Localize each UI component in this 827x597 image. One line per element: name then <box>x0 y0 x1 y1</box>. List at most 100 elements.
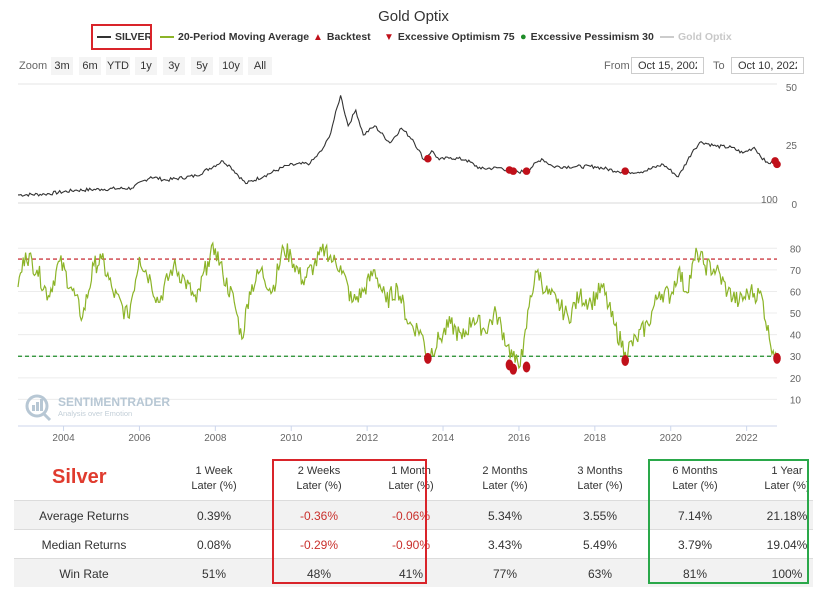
lower-y-tick-label: 10 <box>790 395 802 406</box>
header-1-year: 1 Year Later (%) <box>737 464 827 494</box>
header-6-months-line2: Later (%) <box>672 480 718 492</box>
watermark-name: SENTIMENTRADER <box>58 395 170 409</box>
header-2-months-line1: 2 Months <box>482 465 528 477</box>
legend-gold-optix[interactable]: Gold Optix <box>660 31 732 43</box>
dot-icon: ● <box>520 31 527 43</box>
header-6-months-line1: 6 Months <box>672 465 718 477</box>
table-cell: -0.90% <box>391 538 431 552</box>
watermark-tagline: Analysis over Emotion <box>58 409 132 418</box>
table-cell: 3.43% <box>487 538 523 552</box>
from-label: From <box>604 60 630 72</box>
silver-price-line <box>18 95 778 198</box>
table-row-average-returns: Average Returns 0.39% -0.36% -0.06% 5.34… <box>14 500 813 529</box>
x-tick-label: 2006 <box>128 433 151 444</box>
legend-gold-optix-label: Gold Optix <box>678 31 732 43</box>
triangle-down-icon: ▼ <box>384 31 394 43</box>
zoom-ytd-button[interactable]: YTD <box>106 57 130 75</box>
header-1-month-line1: 1 Month <box>391 465 431 477</box>
lower-y-tick-label: 40 <box>790 331 802 342</box>
header-1-week-line2: Later (%) <box>191 480 237 492</box>
stats-title: Silver <box>52 466 107 488</box>
silver-line-swatch <box>97 36 111 38</box>
upper-y-tick-label: 0 <box>791 200 797 211</box>
header-1-week-line1: 1 Week <box>195 465 233 477</box>
backtest-signal-marker <box>424 352 432 364</box>
table-cell: 77% <box>492 567 518 581</box>
table-cell: 5.34% <box>487 509 523 523</box>
upper-y-tick-label: 100 <box>761 195 778 206</box>
upper-y-tick-label: 25 <box>786 141 798 152</box>
table-cell: 81% <box>682 567 708 581</box>
backtest-signal-marker <box>522 167 531 175</box>
table-cell: -0.06% <box>391 509 431 523</box>
legend-backtest[interactable]: ▲ Backtest <box>313 31 371 43</box>
ma-line-swatch <box>160 36 174 38</box>
x-tick-label: 2008 <box>204 433 227 444</box>
header-3-months: 3 Months Later (%) <box>550 464 650 494</box>
table-cell: 41% <box>398 567 424 581</box>
backtest-signal-marker <box>522 361 531 373</box>
zoom-label: Zoom <box>19 60 48 72</box>
zoom-6m-button[interactable]: 6m <box>79 57 101 75</box>
x-tick-label: 2012 <box>356 433 379 444</box>
zoom-all-button[interactable]: All <box>248 57 272 75</box>
lower-y-tick-label: 20 <box>790 374 802 385</box>
to-date-input[interactable] <box>731 57 804 74</box>
legend-excessive-pessimism[interactable]: ● Excessive Pessimism 30 <box>520 31 654 43</box>
table-cell: 0.39% <box>196 509 232 523</box>
table-cell: 51% <box>201 567 227 581</box>
legend-backtest-label: Backtest <box>326 31 371 43</box>
triangle-up-icon: ▲ <box>313 31 323 43</box>
header-1-month-line2: Later (%) <box>388 480 434 492</box>
legend-silver-label: SILVER <box>115 31 153 43</box>
header-2-months: 2 Months Later (%) <box>455 464 555 494</box>
zoom-1y-button[interactable]: 1y <box>135 57 157 75</box>
table-cell: 0.08% <box>196 538 232 552</box>
table-cell: 19.04% <box>766 538 808 552</box>
header-2-weeks: 2 Weeks Later (%) <box>269 464 369 494</box>
chart-title: Gold Optix <box>378 8 449 25</box>
legend-silver[interactable]: SILVER <box>97 31 152 43</box>
table-cell: 100% <box>771 567 803 581</box>
moving-average-line <box>17 241 778 370</box>
legend-moving-average[interactable]: 20-Period Moving Average <box>160 31 309 43</box>
x-tick-label: 2016 <box>508 433 531 444</box>
backtest-signal-marker <box>773 160 781 169</box>
table-cell: 5.49% <box>582 538 618 552</box>
zoom-10y-button[interactable]: 10y <box>219 57 243 75</box>
legend-excessive-optimism[interactable]: ▼ Excessive Optimism 75 <box>384 31 515 43</box>
table-cell: -0.36% <box>299 509 339 523</box>
x-tick-label: 2020 <box>660 433 683 444</box>
row-label: Average Returns <box>39 509 129 523</box>
table-cell: 63% <box>587 567 613 581</box>
zoom-3m-button[interactable]: 3m <box>51 57 73 75</box>
sentimentrader-watermark: SENTIMENTRADER Analysis over Emotion <box>25 394 170 422</box>
zoom-3y-button[interactable]: 3y <box>163 57 185 75</box>
table-cell: -0.29% <box>299 538 339 552</box>
range-toolbar: Zoom 3m 6m YTD 1y 3y 5y 10y All From To <box>0 57 827 77</box>
header-2-weeks-line1: 2 Weeks <box>297 465 341 477</box>
x-tick-label: 2004 <box>52 433 75 444</box>
header-6-months: 6 Months Later (%) <box>645 464 745 494</box>
x-tick-label: 2018 <box>584 433 607 444</box>
header-2-weeks-line2: Later (%) <box>296 480 342 492</box>
chart-legend: SILVER 20-Period Moving Average ▲ Backte… <box>0 31 827 49</box>
header-1-year-line2: Later (%) <box>764 480 810 492</box>
x-tick-label: 2014 <box>432 433 455 444</box>
from-date-input[interactable] <box>631 57 704 74</box>
table-cell: 21.18% <box>766 509 808 523</box>
lower-y-tick-label: 30 <box>790 352 802 363</box>
lower-y-tick-label: 80 <box>790 244 802 255</box>
short-term-highlight-box <box>272 459 427 584</box>
upper-y-tick-label: 50 <box>786 83 798 94</box>
table-cell: 48% <box>306 567 332 581</box>
stats-header: Silver 1 Week Later (%) 2 Weeks Later (%) … <box>14 458 813 500</box>
lower-y-tick-label: 70 <box>790 266 802 277</box>
x-tick-label: 2022 <box>736 433 759 444</box>
legend-ma-label: 20-Period Moving Average <box>178 31 310 43</box>
zoom-5y-button[interactable]: 5y <box>191 57 213 75</box>
legend-pessimism-label: Excessive Pessimism 30 <box>530 31 654 43</box>
x-tick-label: 2010 <box>280 433 303 444</box>
header-1-month: 1 Month Later (%) <box>361 464 461 494</box>
